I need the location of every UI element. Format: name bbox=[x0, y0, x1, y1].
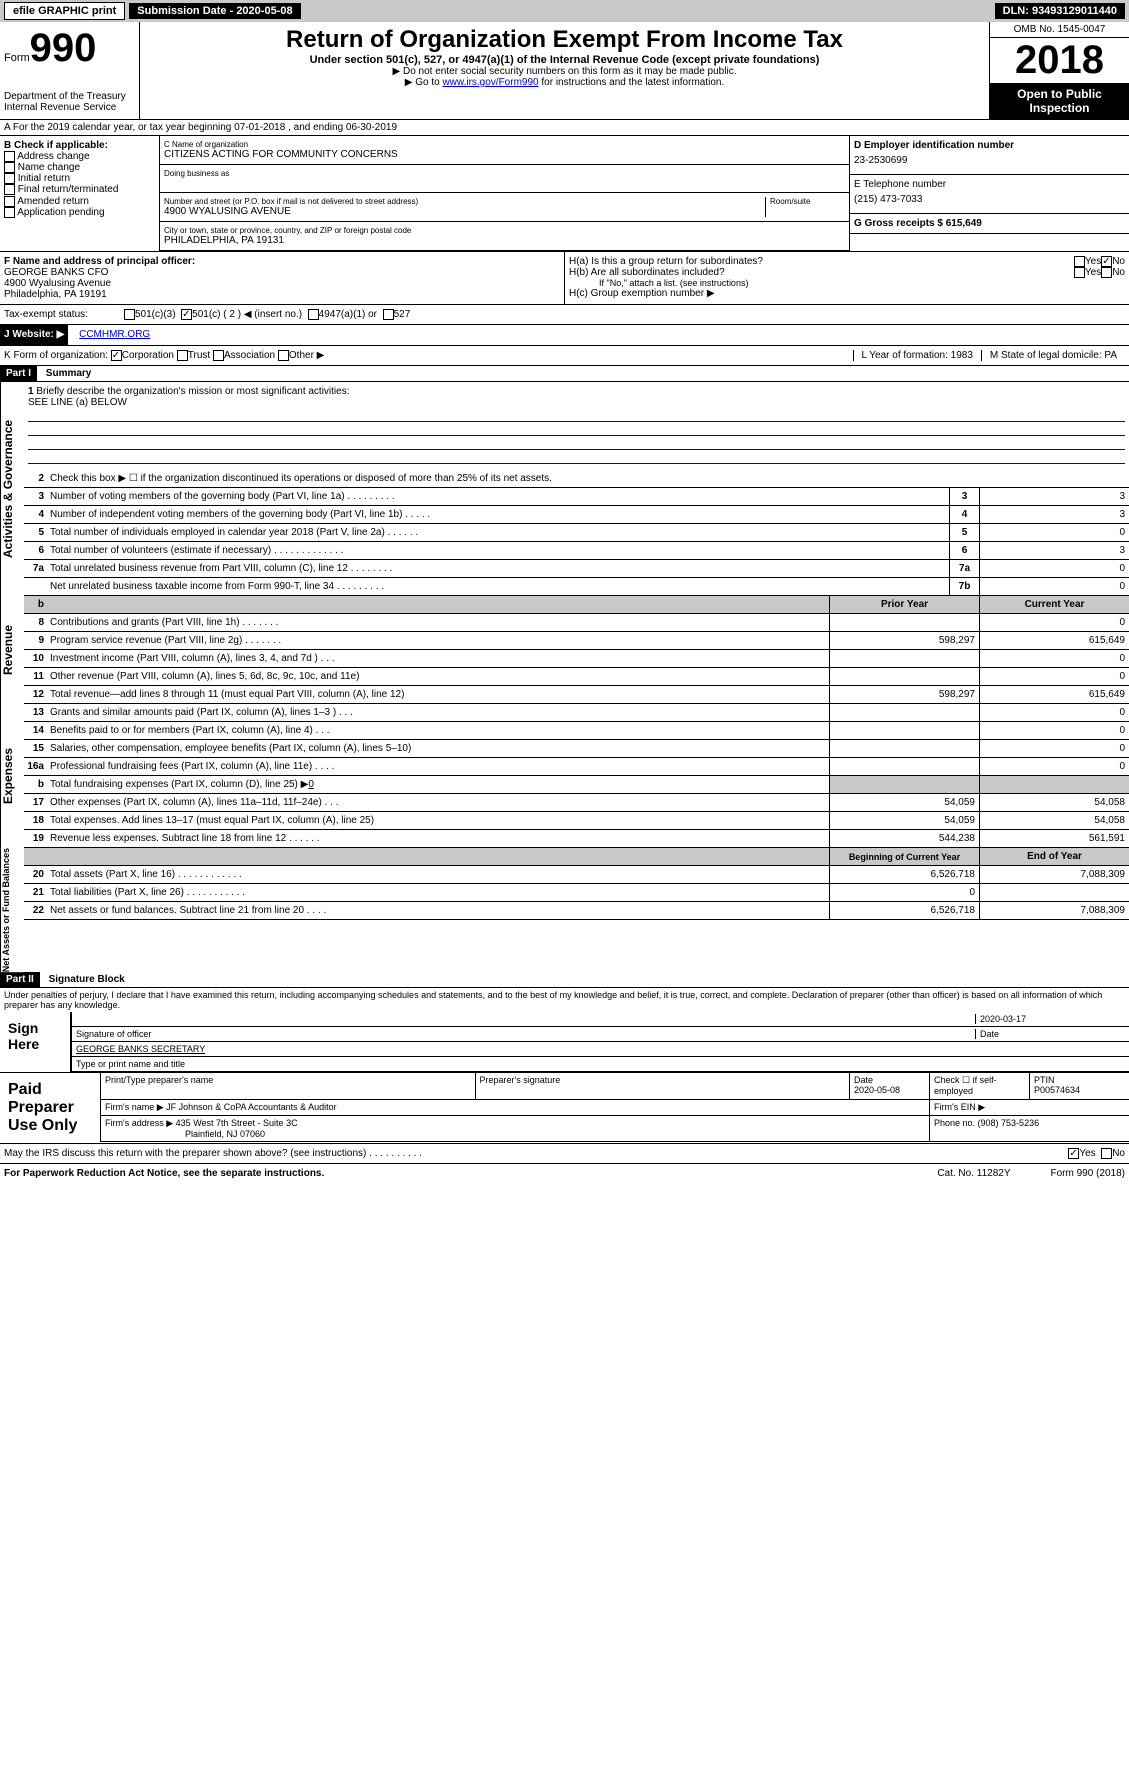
form-header: Form990 Department of the Treasury Inter… bbox=[0, 22, 1129, 120]
org-name: CITIZENS ACTING FOR COMMUNITY CONCERNS bbox=[164, 149, 845, 160]
open-inspection: Open to Public Inspection bbox=[990, 83, 1129, 119]
org-name-label: C Name of organization bbox=[164, 140, 845, 149]
section-bcd: B Check if applicable: Address change Na… bbox=[0, 136, 1129, 252]
check-pending[interactable]: Application pending bbox=[4, 207, 155, 218]
check-address[interactable]: Address change bbox=[4, 151, 155, 162]
dln: DLN: 93493129011440 bbox=[995, 3, 1125, 19]
activities-governance: Activities & Governance 1 Briefly descri… bbox=[0, 382, 1129, 596]
part-1-header: Part I Summary bbox=[0, 366, 1129, 382]
irs-link[interactable]: www.irs.gov/Form990 bbox=[442, 77, 538, 88]
check-name[interactable]: Name change bbox=[4, 162, 155, 173]
top-bar: efile GRAPHIC print Submission Date - 20… bbox=[0, 0, 1129, 22]
revenue-section: Revenue bPrior YearCurrent Year 8Contrib… bbox=[0, 596, 1129, 704]
line-a: A For the 2019 calendar year, or tax yea… bbox=[0, 120, 1129, 136]
row-f-h: F Name and address of principal officer:… bbox=[0, 252, 1129, 305]
discuss-row: May the IRS discuss this return with the… bbox=[0, 1143, 1129, 1163]
col-b-label: B Check if applicable: bbox=[4, 140, 155, 151]
col-d: D Employer identification number 23-2530… bbox=[849, 136, 1129, 251]
state-domicile: M State of legal domicile: PA bbox=[981, 350, 1125, 361]
check-final[interactable]: Final return/terminated bbox=[4, 184, 155, 195]
street-address: 4900 WYALUSING AVENUE bbox=[164, 206, 765, 217]
gross-receipts: G Gross receipts $ 615,649 bbox=[850, 214, 1129, 234]
tax-status-row: Tax-exempt status: 501(c)(3) 501(c) ( 2 … bbox=[0, 305, 1129, 325]
efile-label: efile GRAPHIC print bbox=[4, 2, 125, 20]
city-label: City or town, state or province, country… bbox=[164, 226, 845, 235]
perjury-statement: Under penalties of perjury, I declare th… bbox=[0, 988, 1129, 1012]
subtitle-1: Under section 501(c), 527, or 4947(a)(1)… bbox=[144, 54, 985, 66]
group-exemption: H(c) Group exemption number ▶ bbox=[569, 288, 1125, 299]
dept-treasury: Department of the Treasury Internal Reve… bbox=[4, 91, 135, 113]
footer: For Paperwork Reduction Act Notice, see … bbox=[0, 1163, 1129, 1183]
ein-label: D Employer identification number bbox=[854, 140, 1125, 151]
website-value[interactable]: CCMHMR.ORG bbox=[71, 329, 150, 340]
check-initial[interactable]: Initial return bbox=[4, 173, 155, 184]
tax-year: 2018 bbox=[990, 38, 1129, 83]
officer-name: GEORGE BANKS SECRETARY bbox=[76, 1044, 1125, 1054]
form-title: Return of Organization Exempt From Incom… bbox=[144, 26, 985, 54]
phone: (215) 473-7033 bbox=[854, 190, 1125, 209]
check-amended[interactable]: Amended return bbox=[4, 196, 155, 207]
col-c: C Name of organization CITIZENS ACTING F… bbox=[160, 136, 849, 251]
h-section: H(a) Is this a group return for subordin… bbox=[565, 252, 1129, 304]
net-assets-section: Net Assets or Fund Balances Beginning of… bbox=[0, 848, 1129, 972]
website-row: J Website: ▶ CCMHMR.ORG bbox=[0, 325, 1129, 346]
year-formation: L Year of formation: 1983 bbox=[853, 350, 981, 361]
sign-here-section: Sign Here 2020-03-17 Signature of office… bbox=[0, 1012, 1129, 1072]
subtitle-2: ▶ Do not enter social security numbers o… bbox=[144, 66, 985, 77]
dba-label: Doing business as bbox=[164, 169, 845, 178]
addr-label: Number and street (or P.O. box if mail i… bbox=[164, 197, 765, 206]
form-number: 990 bbox=[30, 26, 97, 70]
expenses-section: Expenses 13Grants and similar amounts pa… bbox=[0, 704, 1129, 848]
k-row: K Form of organization: Corporation Trus… bbox=[0, 346, 1129, 366]
col-b: B Check if applicable: Address change Na… bbox=[0, 136, 160, 251]
part-2-header: Part II Signature Block bbox=[0, 972, 1129, 988]
room-label: Room/suite bbox=[765, 197, 845, 217]
ein: 23-2530699 bbox=[854, 151, 1125, 170]
phone-label: E Telephone number bbox=[854, 179, 1125, 190]
principal-officer: F Name and address of principal officer:… bbox=[0, 252, 565, 304]
omb-number: OMB No. 1545-0047 bbox=[990, 22, 1129, 38]
subtitle-3: ▶ Go to www.irs.gov/Form990 for instruct… bbox=[144, 77, 985, 88]
form-word: Form bbox=[4, 52, 30, 64]
city-state-zip: PHILADELPHIA, PA 19131 bbox=[164, 235, 845, 246]
mission-text: SEE LINE (a) BELOW bbox=[28, 397, 1125, 408]
submission-date: Submission Date - 2020-05-08 bbox=[129, 3, 300, 19]
paid-preparer-section: Paid Preparer Use Only Print/Type prepar… bbox=[0, 1072, 1129, 1143]
